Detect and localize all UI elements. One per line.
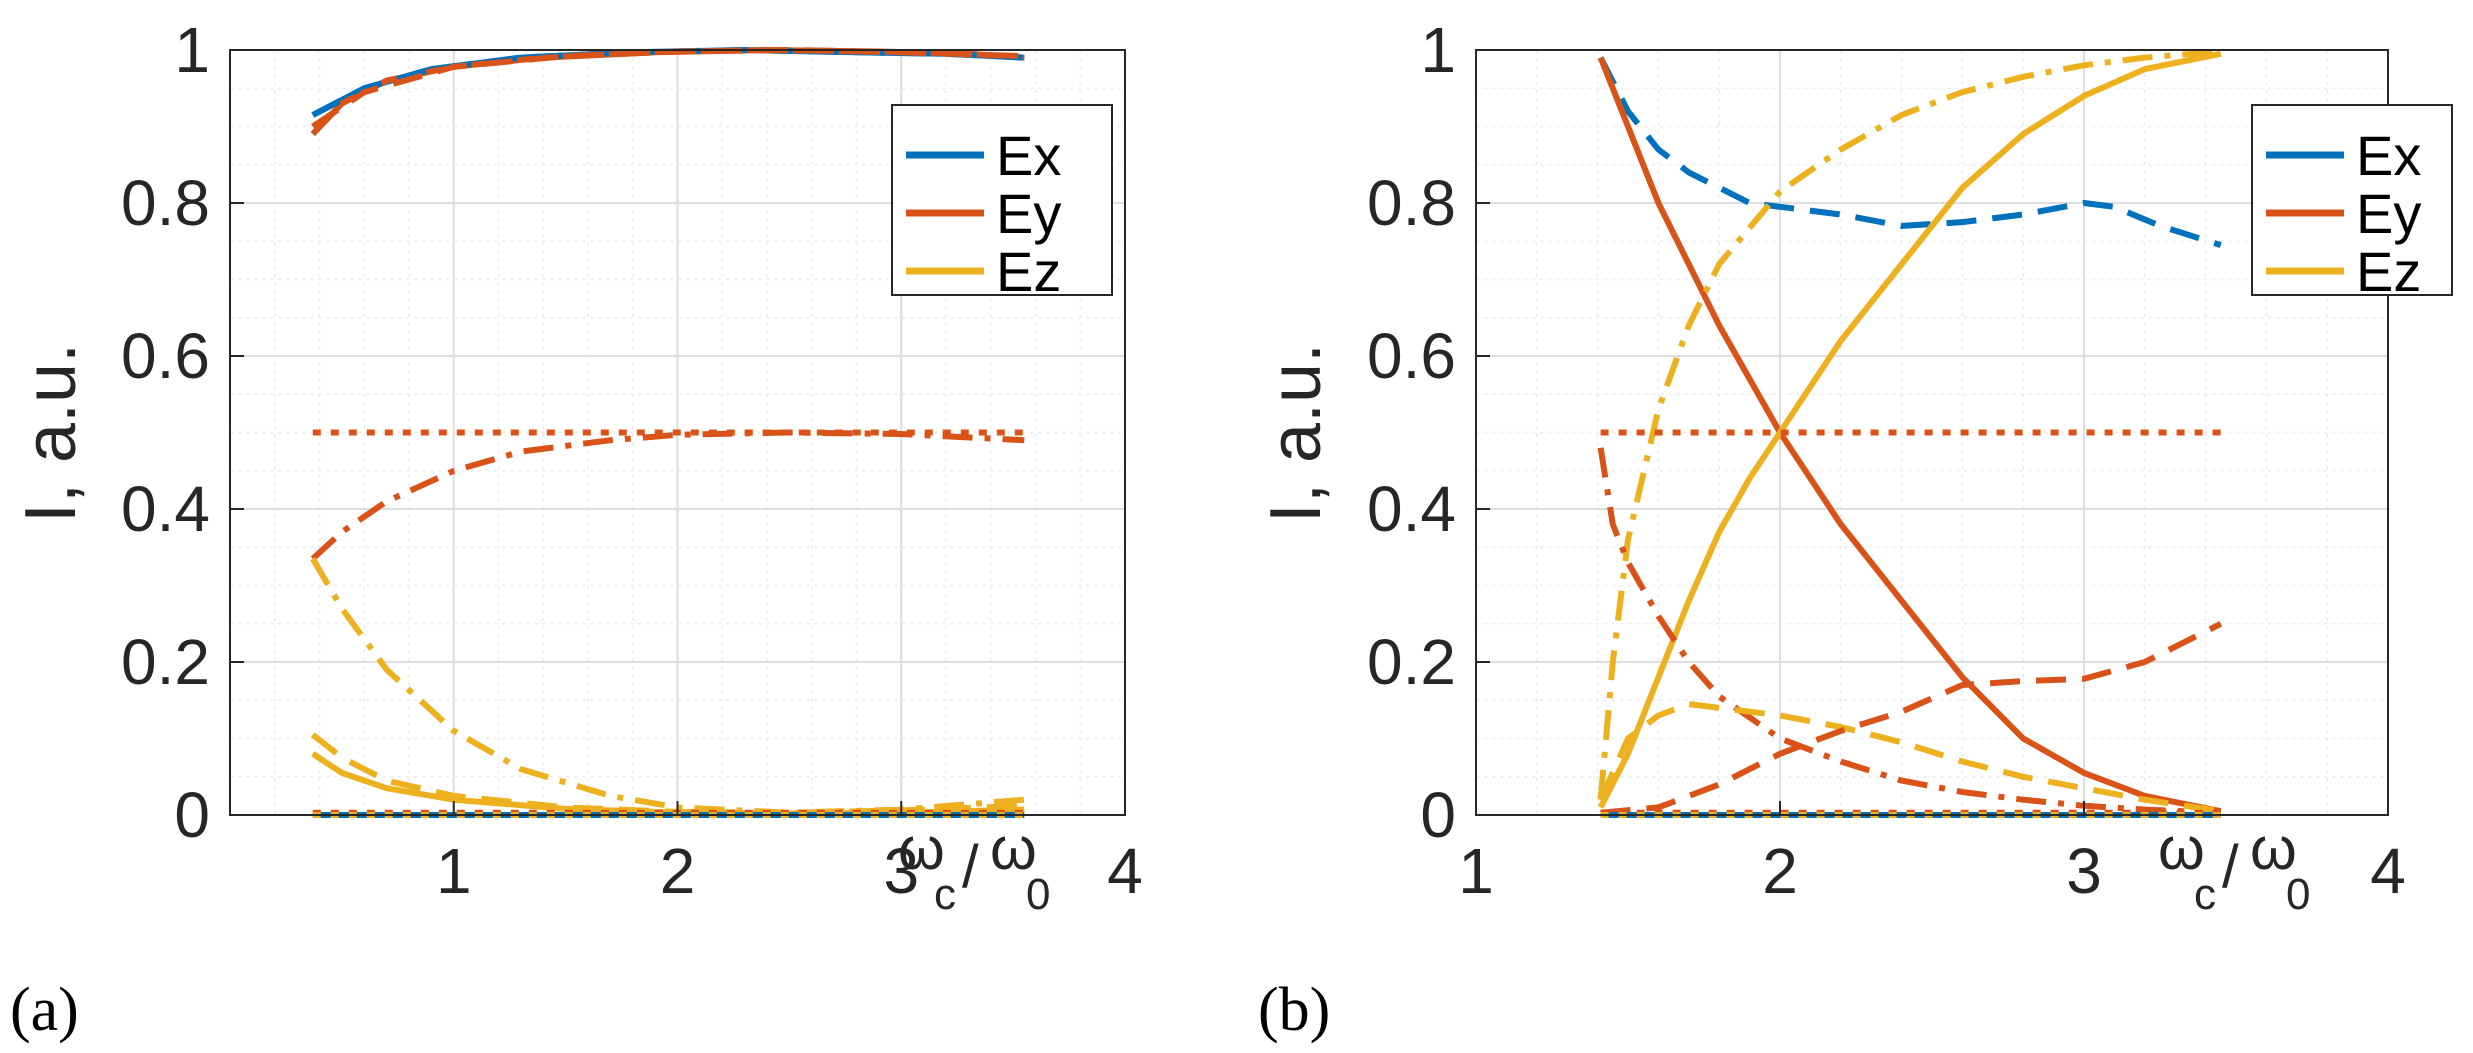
legend-label-ey: Ey	[2356, 182, 2421, 245]
panel-a-y-label: I, a.u.	[11, 343, 91, 523]
panel-a-x-label-omega-1: ω	[898, 815, 945, 882]
series-line-ex-dashed	[1597, 56, 2222, 248]
y-tick-label: 0.6	[1367, 320, 1456, 392]
x-tick-label: 2	[1762, 835, 1798, 907]
x-tick-label: 3	[2066, 835, 2102, 907]
y-tick-label: 0	[1420, 779, 1456, 851]
panel-b-label: (b)	[1258, 976, 1330, 1044]
x-tick-label: 4	[1107, 835, 1143, 907]
panel-a-x-label-sub-0: 0	[1026, 870, 1050, 919]
y-tick-label: 0	[174, 779, 210, 851]
legend-label-ez: Ez	[996, 240, 1061, 303]
panel-b-x-label-slash: /	[2222, 833, 2239, 900]
y-tick-label: 0.6	[121, 320, 210, 392]
legend-label-ex: Ex	[996, 124, 1061, 187]
series-line-ey-dashed	[311, 47, 1025, 129]
series-line-ey-dash-dot	[310, 429, 1025, 561]
panel-b-y-label: I, a.u.	[1256, 343, 1336, 523]
panel-b-x-label: ω c / ω 0	[2158, 815, 2310, 919]
panel-a-x-label-slash: /	[962, 833, 979, 900]
legend-box	[891, 104, 1113, 296]
series-line-ey-dash-dot	[1597, 447, 2221, 816]
legend-label-ex: Ex	[2356, 124, 2421, 187]
legend-label-ez: Ez	[2356, 240, 2421, 303]
y-tick-label: 0.2	[1367, 626, 1456, 698]
panel-b-x-label-sub-c: c	[2194, 870, 2216, 919]
panel-b-x-label-omega-1: ω	[2158, 815, 2205, 882]
y-tick-label: 0.8	[1367, 167, 1456, 239]
y-tick-label: 0.4	[121, 473, 210, 545]
panel-b-x-label-sub-0: 0	[2286, 870, 2310, 919]
panel-a: 1 2 3 4 0 0.2 0.4 0.6 0.8 1 I, a.u. ω c / ω 0 Ex…	[10, 14, 1143, 1044]
x-tick-label: 2	[660, 835, 696, 907]
x-tick-label: 3	[883, 835, 919, 907]
series-line-ez-solid	[1597, 50, 2222, 809]
y-tick-label: 1	[1420, 14, 1456, 86]
x-tick-label: 1	[1458, 835, 1494, 907]
panel-a-x-label: ω c / ω 0	[898, 815, 1050, 919]
panel-a-label: (a)	[10, 976, 79, 1044]
panel-b-y-ticks: 0 0.2 0.4 0.6 0.8 1	[1367, 14, 1490, 851]
series-line-ey-dashed	[1600, 621, 2223, 816]
x-tick-label: 4	[2370, 835, 2406, 907]
panel-b-axes-box	[1475, 49, 2389, 816]
panel-a-x-label-omega-2: ω	[990, 815, 1037, 882]
y-tick-label: 0.4	[1367, 473, 1456, 545]
legend-label-ey: Ey	[996, 182, 1061, 245]
series-line-ez-dashed	[1597, 701, 2222, 815]
panel-a-y-ticks: 0 0.2 0.4 0.6 0.8 1	[121, 14, 244, 851]
series-line-ey-solid	[1597, 56, 2222, 815]
panel-b-x-label-omega-2: ω	[2250, 815, 2297, 882]
panel-a-x-ticks: 1 2 3 4	[436, 801, 1143, 907]
panel-b-x-ticks: 1 2 3 4	[1458, 801, 2406, 907]
panel-a-x-label-sub-c: c	[934, 870, 956, 919]
panel-b: 1 2 3 4 0 0.2 0.4 0.6 0.8 1 I, a.u. ω c / ω 0 Ex…	[1256, 14, 2453, 1044]
series-line-ez-dashed	[310, 732, 1025, 816]
series-line-ez-dash-dot	[1597, 48, 2222, 800]
y-tick-label: 1	[174, 14, 210, 86]
y-tick-label: 0.2	[121, 626, 210, 698]
x-tick-label: 1	[436, 835, 472, 907]
y-tick-label: 0.8	[121, 167, 210, 239]
legend-box	[2251, 104, 2453, 296]
